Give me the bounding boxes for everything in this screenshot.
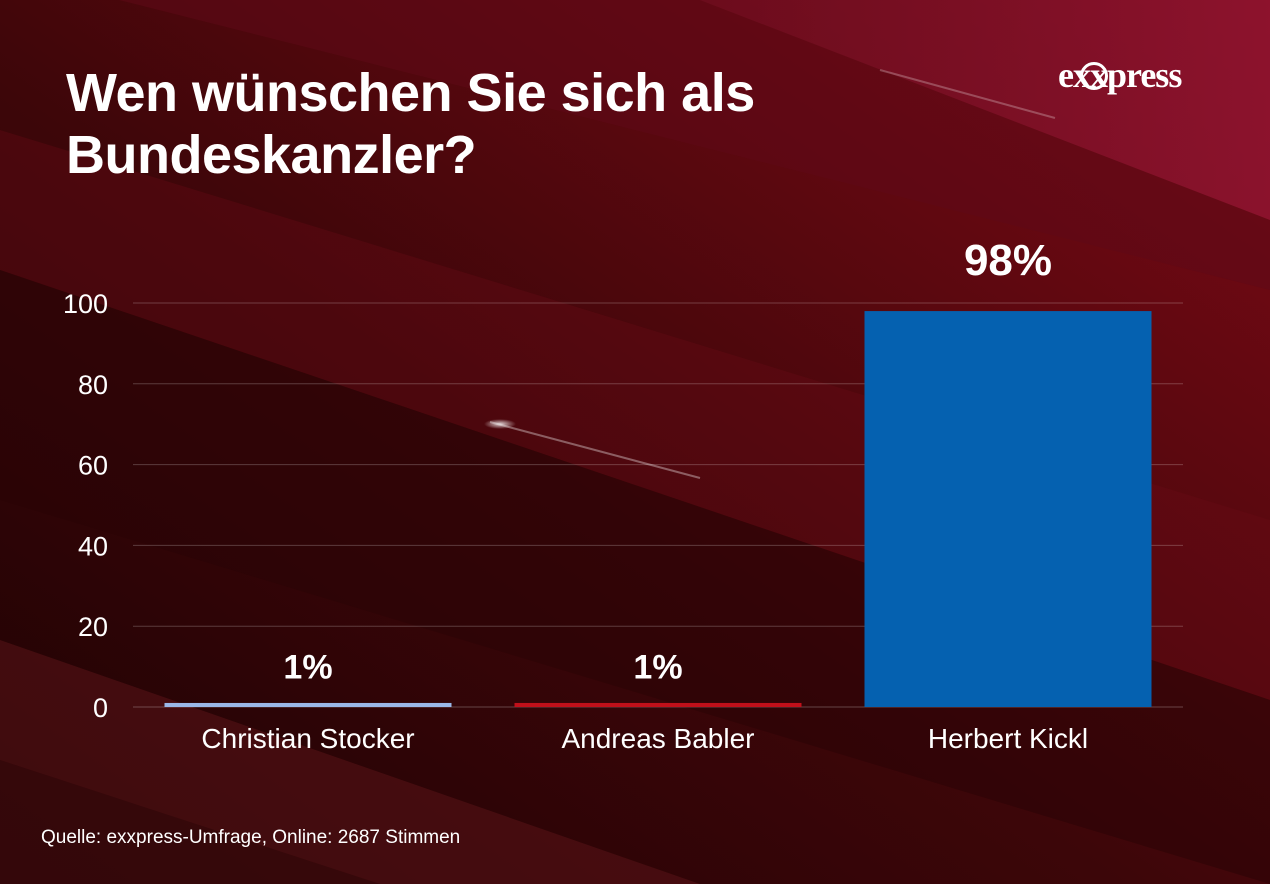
category-label: Christian Stocker <box>201 723 414 754</box>
y-tick-label: 40 <box>78 531 108 561</box>
y-tick-label: 20 <box>78 612 108 642</box>
bar-andreas-babler <box>514 702 802 707</box>
source-note: Quelle: exxpress-Umfrage, Online: 2687 S… <box>41 827 461 848</box>
category-label: Andreas Babler <box>561 723 754 754</box>
chart-title: Wen wünschen Sie sich als Bundeskanzler? <box>66 63 755 185</box>
logo-circle-mark <box>1080 62 1108 90</box>
logo-text: exxpress <box>1058 55 1182 95</box>
bar-herbert-kickl <box>864 311 1152 707</box>
y-tick-label: 80 <box>78 370 108 400</box>
exxpress-logo: exxpress <box>1058 52 1218 98</box>
data-label: 1% <box>633 649 682 687</box>
bar-christian-stocker <box>164 702 452 707</box>
y-tick-label: 100 <box>63 289 108 319</box>
y-tick-label: 0 <box>93 693 108 723</box>
y-tick-label: 60 <box>78 451 108 481</box>
category-label: Herbert Kickl <box>928 723 1088 754</box>
data-label: 98% <box>964 236 1052 285</box>
data-label: 1% <box>283 649 332 687</box>
